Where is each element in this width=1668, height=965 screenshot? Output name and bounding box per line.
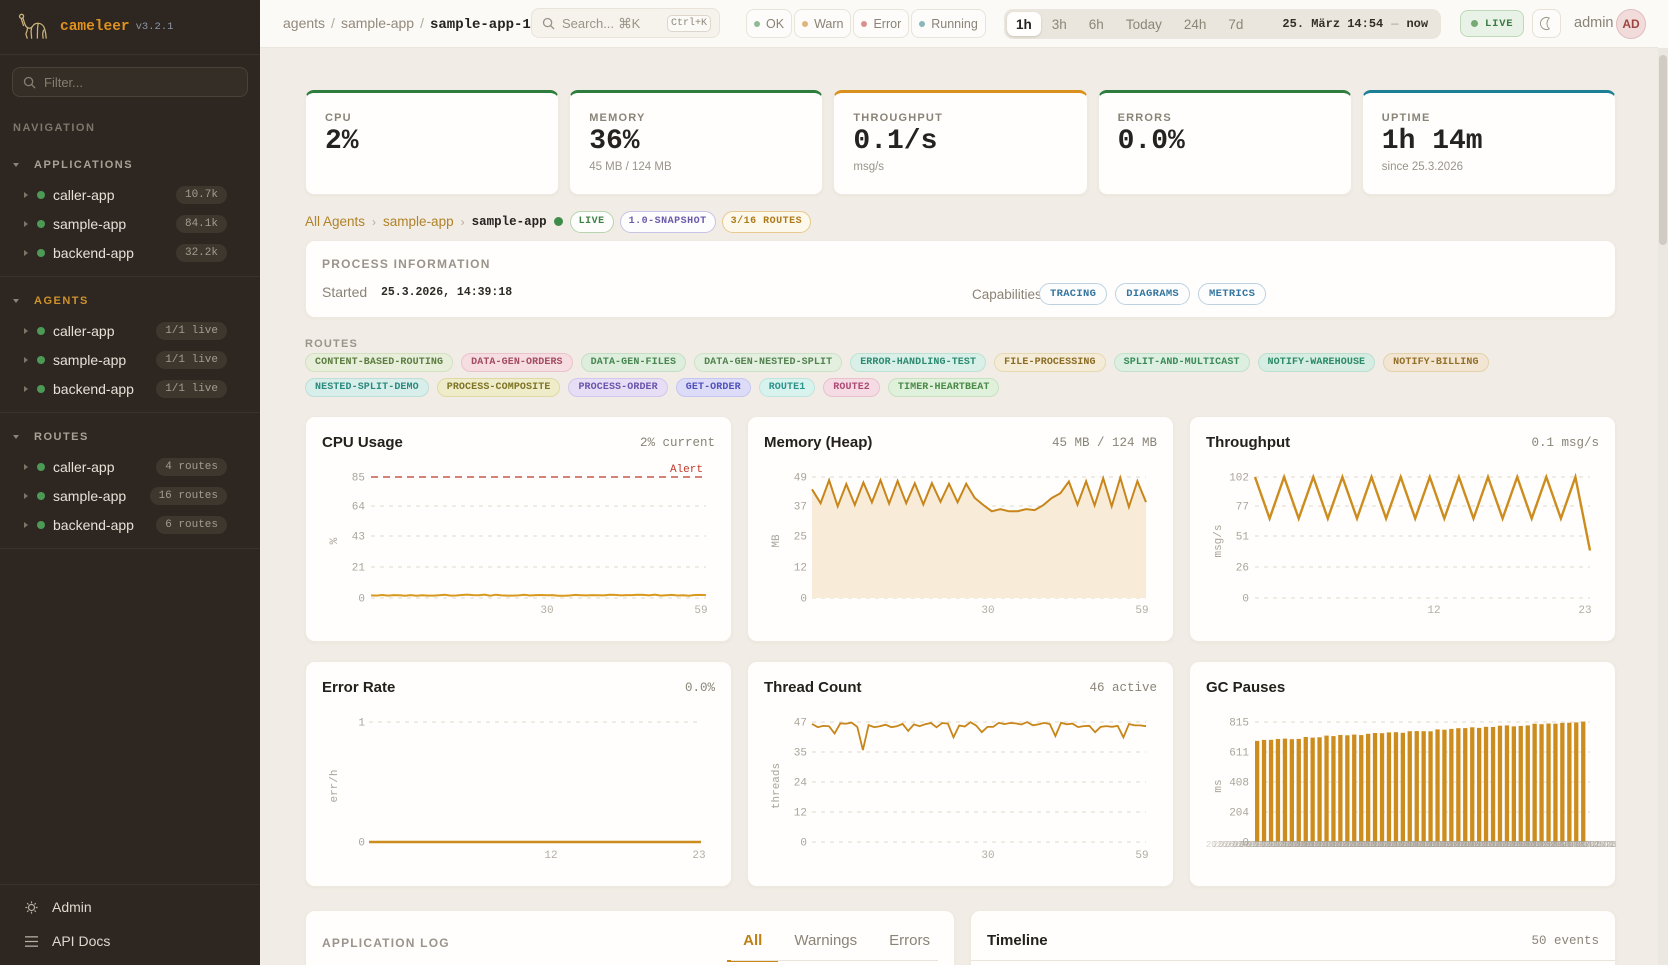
svg-text:30: 30	[981, 850, 994, 862]
svg-text:2026-03-25T20:32:02: 2026-03-25T20:32:02	[1275, 840, 1378, 850]
svg-text:30: 30	[540, 605, 553, 617]
svg-text:2026-03-25T20:30:01: 2026-03-25T20:30:01	[1213, 840, 1316, 850]
svg-text:2026-03-25T20:40:02: 2026-03-25T20:40:02	[1497, 840, 1600, 850]
svg-text:msg/s: msg/s	[1213, 524, 1225, 557]
svg-text:23: 23	[692, 850, 705, 862]
svg-text:408: 408	[1229, 778, 1249, 790]
svg-text:0: 0	[358, 594, 365, 606]
svg-text:2026-03-25T20:33:03: 2026-03-25T20:33:03	[1310, 840, 1413, 850]
svg-text:ms: ms	[1213, 779, 1225, 792]
svg-text:2026-03-25T20:32:01: 2026-03-25T20:32:01	[1268, 840, 1371, 850]
svg-text:2026-03-25T20:34:01: 2026-03-25T20:34:01	[1324, 840, 1427, 850]
svg-text:2026-03-25T21:50:14: 2026-03-25T21:50:14	[1551, 840, 1616, 850]
svg-text:2026-03-25T20:41:00: 2026-03-25T20:41:00	[1511, 840, 1614, 850]
svg-text:37: 37	[794, 502, 807, 514]
svg-text:2026-03-25T20:30:03: 2026-03-25T20:30:03	[1227, 840, 1330, 850]
svg-text:2026-03-25T20:41:02: 2026-03-25T20:41:02	[1525, 840, 1616, 850]
svg-text:2026-03-25T21:51:54: 2026-03-25T21:51:54	[1563, 840, 1616, 850]
svg-text:12: 12	[794, 808, 807, 820]
svg-text:2026-03-25T20:34:03: 2026-03-25T20:34:03	[1338, 840, 1441, 850]
svg-text:2026-03-25T20:41:01: 2026-03-25T20:41:01	[1518, 840, 1616, 850]
svg-text:64: 64	[352, 502, 366, 514]
svg-text:2026-03-25T20:35:03: 2026-03-25T20:35:03	[1365, 840, 1468, 850]
svg-text:23: 23	[1578, 605, 1591, 617]
svg-text:2026-03-25T20:35:01: 2026-03-25T20:35:01	[1351, 840, 1454, 850]
svg-text:24: 24	[794, 778, 808, 790]
svg-text:2026-03-25T20:39:01: 2026-03-25T20:39:01	[1462, 840, 1565, 850]
svg-text:2026-03-25T20:33:01: 2026-03-25T20:33:01	[1296, 840, 1399, 850]
svg-text:2026-03-25T20:33:02: 2026-03-25T20:33:02	[1303, 840, 1406, 850]
svg-text:43: 43	[352, 532, 365, 544]
svg-text:2026-03-25T20:40:01: 2026-03-25T20:40:01	[1490, 840, 1593, 850]
svg-text:12: 12	[1427, 605, 1440, 617]
svg-text:MB: MB	[771, 534, 783, 548]
svg-text:2026-03-25T20:36:01: 2026-03-25T20:36:01	[1379, 840, 1482, 850]
svg-text:49: 49	[794, 473, 807, 485]
svg-text:2026-03-25T20:31:03: 2026-03-25T20:31:03	[1254, 840, 1357, 850]
svg-text:2026-03-25T20:37:02: 2026-03-25T20:37:02	[1414, 840, 1517, 850]
svg-text:51: 51	[1236, 532, 1250, 544]
svg-text:35: 35	[794, 748, 807, 760]
svg-text:30: 30	[981, 605, 994, 617]
svg-text:1: 1	[358, 718, 365, 730]
svg-text:Alert: Alert	[670, 464, 703, 476]
svg-text:204: 204	[1229, 808, 1249, 820]
svg-text:%: %	[329, 537, 341, 544]
svg-text:2026-03-25T20:38:03: 2026-03-25T20:38:03	[1449, 840, 1552, 850]
svg-text:85: 85	[352, 473, 365, 485]
svg-text:59: 59	[694, 605, 707, 617]
svg-text:2026-03-25T20:32:03: 2026-03-25T20:32:03	[1282, 840, 1385, 850]
svg-text:0: 0	[358, 838, 365, 850]
svg-text:threads: threads	[771, 763, 783, 809]
svg-text:77: 77	[1236, 502, 1249, 514]
svg-text:0: 0	[800, 594, 807, 606]
svg-text:2026-03-25T20:37:03: 2026-03-25T20:37:03	[1421, 840, 1524, 850]
svg-text:2026-03-25T20:37:00: 2026-03-25T20:37:00	[1400, 840, 1503, 850]
svg-text:2026-03-25T20:38:01: 2026-03-25T20:38:01	[1435, 840, 1538, 850]
svg-text:2026-03-25T20:32:00: 2026-03-25T20:32:00	[1261, 840, 1364, 850]
svg-text:2026-03-25T20:31:02: 2026-03-25T20:31:02	[1247, 840, 1350, 850]
svg-text:2026-03-25T20:39:00: 2026-03-25T20:39:00	[1456, 840, 1559, 850]
svg-text:2026-03-25T20:40:03: 2026-03-25T20:40:03	[1504, 840, 1607, 850]
svg-text:2026-03-25T20:33:00: 2026-03-25T20:33:00	[1289, 840, 1392, 850]
svg-text:25: 25	[794, 532, 807, 544]
svg-text:2026-03-25T20:30:02: 2026-03-25T20:30:02	[1220, 840, 1323, 850]
svg-text:2026-03-25T20:34:00: 2026-03-25T20:34:00	[1317, 840, 1420, 850]
svg-text:err/h: err/h	[329, 769, 341, 802]
svg-text:2026-03-25T20:35:02: 2026-03-25T20:35:02	[1358, 840, 1461, 850]
svg-text:21: 21	[352, 563, 366, 575]
svg-text:2026-03-25T20:34:02: 2026-03-25T20:34:02	[1331, 840, 1434, 850]
svg-text:12: 12	[794, 563, 807, 575]
svg-text:2026-03-25T20:30:00: 2026-03-25T20:30:00	[1206, 840, 1309, 850]
svg-text:59: 59	[1135, 850, 1148, 862]
svg-text:2026-03-25T20:31:00: 2026-03-25T20:31:00	[1234, 840, 1337, 850]
svg-text:2026-03-25T20:35:00: 2026-03-25T20:35:00	[1345, 840, 1448, 850]
svg-text:47: 47	[794, 718, 807, 730]
svg-text:815: 815	[1229, 718, 1249, 730]
svg-text:2026-03-25T20:36:00: 2026-03-25T20:36:00	[1372, 840, 1475, 850]
svg-text:2026-03-25T20:39:02: 2026-03-25T20:39:02	[1469, 840, 1572, 850]
svg-text:2026-03-25T20:37:01: 2026-03-25T20:37:01	[1407, 840, 1510, 850]
svg-text:102: 102	[1229, 473, 1249, 485]
svg-text:2026-03-25T20:39:03: 2026-03-25T20:39:03	[1476, 840, 1579, 850]
svg-text:2026-03-25T20:38:02: 2026-03-25T20:38:02	[1442, 840, 1545, 850]
svg-text:12: 12	[544, 850, 557, 862]
svg-text:2026-03-25T20:31:01: 2026-03-25T20:31:01	[1240, 840, 1343, 850]
svg-text:2026-03-25T20:38:00: 2026-03-25T20:38:00	[1428, 840, 1531, 850]
svg-text:0: 0	[1242, 838, 1249, 850]
svg-text:59: 59	[1135, 605, 1148, 617]
svg-text:2026-03-25T20:36:03: 2026-03-25T20:36:03	[1393, 840, 1496, 850]
svg-text:611: 611	[1229, 748, 1249, 760]
svg-text:2026-03-25T20:40:00: 2026-03-25T20:40:00	[1483, 840, 1586, 850]
svg-text:0: 0	[800, 838, 807, 850]
svg-text:2026-03-25T20:41:03: 2026-03-25T20:41:03	[1532, 840, 1616, 850]
svg-text:26: 26	[1236, 563, 1249, 575]
svg-text:0: 0	[1242, 594, 1249, 606]
svg-text:2026-03-25T20:36:02: 2026-03-25T20:36:02	[1386, 840, 1489, 850]
